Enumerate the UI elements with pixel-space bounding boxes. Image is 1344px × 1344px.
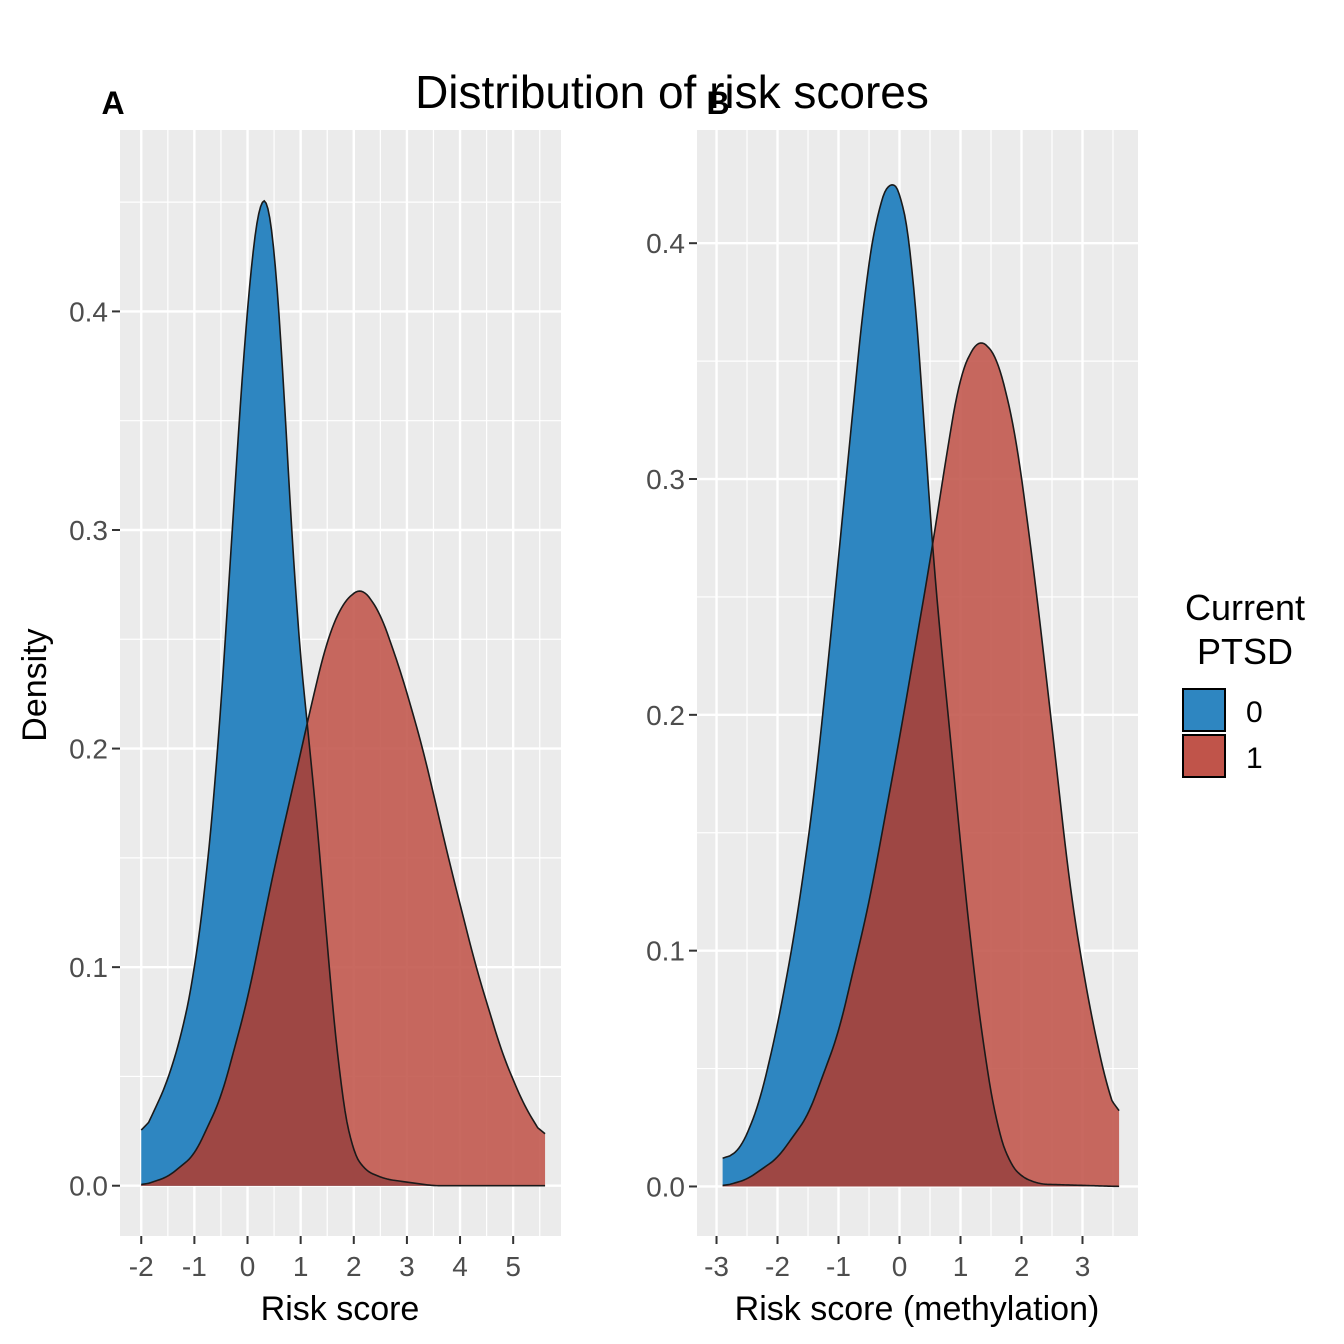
- x-tick-label: 2: [346, 1251, 362, 1282]
- y-tick-label: 0.2: [69, 734, 108, 765]
- y-tick-label: 0.0: [646, 1171, 685, 1202]
- legend-label-0: 0: [1246, 696, 1263, 729]
- x-tick-label: 3: [1075, 1251, 1091, 1282]
- y-tick-label: 0.4: [646, 228, 685, 259]
- legend-key-0: [1182, 688, 1226, 732]
- density-outline-group-0: [722, 184, 1120, 1188]
- y-axis-title: Density: [16, 628, 54, 741]
- x-tick-label: 5: [505, 1251, 521, 1282]
- x-axis-title: Risk score: [261, 1290, 420, 1328]
- y-tick-label: 0.0: [69, 1171, 108, 1202]
- y-tick-label: 0.3: [69, 515, 108, 546]
- density-area-group-0: [141, 200, 546, 1186]
- legend-key-1: [1182, 734, 1226, 778]
- x-tick-label: -1: [826, 1251, 851, 1282]
- panel-tag: A: [101, 85, 124, 121]
- x-tick-label: 4: [452, 1251, 468, 1282]
- density-outline-group-1: [141, 590, 546, 1186]
- y-tick-label: 0.4: [69, 296, 108, 327]
- x-tick-label: 2: [1014, 1251, 1030, 1282]
- panel-tag: B: [706, 85, 729, 121]
- legend: Current PTSD 0 1: [1182, 587, 1305, 778]
- x-tick-label: -2: [765, 1251, 790, 1282]
- x-tick-label: 1: [953, 1251, 969, 1282]
- density-outline-group-0: [140, 199, 546, 1187]
- x-tick-label: -2: [129, 1251, 154, 1282]
- x-tick-label: 0: [892, 1251, 908, 1282]
- density-outline-group-1: [722, 342, 1120, 1187]
- density-overlap-region: [722, 550, 1120, 1187]
- density-overlap-region: [141, 726, 546, 1186]
- legend-label-1: 1: [1246, 742, 1263, 775]
- legend-title-line-2: PTSD: [1197, 631, 1293, 672]
- y-tick-label: 0.1: [69, 952, 108, 983]
- y-tick-label: 0.3: [646, 464, 685, 495]
- x-axis-title: Risk score (methylation): [735, 1290, 1100, 1328]
- y-tick-label: 0.1: [646, 936, 685, 967]
- panel-a: -2 -1 0 1 2 3 4 5 0.0 0.1 0.2 0.3 0.4 Risk score A: [69, 85, 561, 1328]
- chart-title: Distribution of risk scores: [415, 66, 929, 118]
- x-tick-label: 1: [293, 1251, 309, 1282]
- y-tick-label: 0.2: [646, 700, 685, 731]
- x-tick-label: 0: [240, 1251, 256, 1282]
- x-tick-label: 3: [399, 1251, 415, 1282]
- panel-b: -3 -2 -1 0 1 2 3 0.0 0.1 0.2 0.3 0.4 Risk score (met…: [646, 85, 1138, 1328]
- x-tick-label: -3: [704, 1251, 729, 1282]
- legend-title-line-1: Current: [1185, 587, 1305, 628]
- x-tick-label: -1: [182, 1251, 207, 1282]
